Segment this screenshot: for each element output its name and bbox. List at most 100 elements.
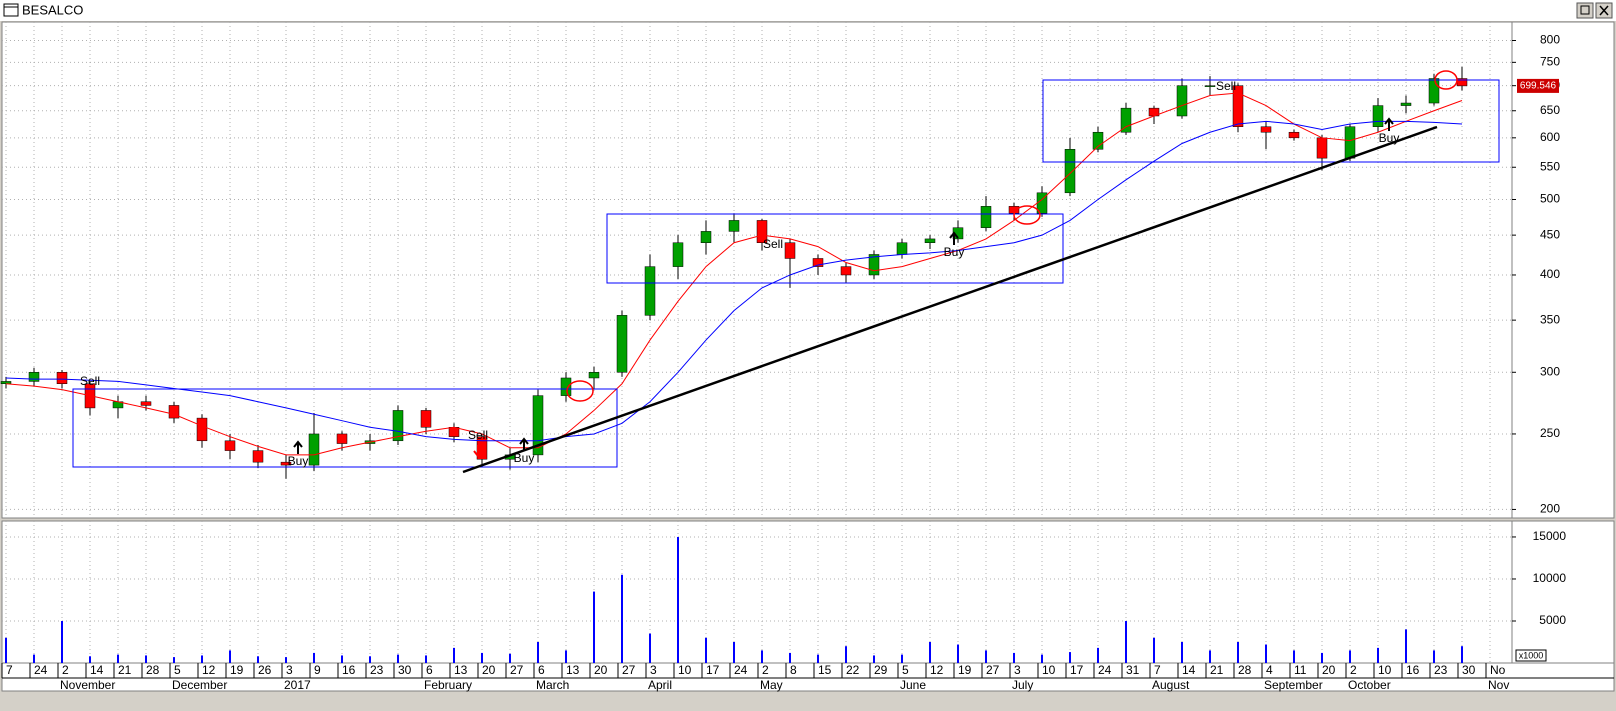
candle-body	[868, 254, 880, 276]
x-tick-label: 12	[202, 663, 216, 677]
volume-bar	[1013, 652, 1015, 663]
month-label: September	[1264, 678, 1323, 692]
volume-bar	[1433, 650, 1435, 663]
volume-bar	[537, 641, 539, 663]
candle-body	[336, 433, 348, 444]
volume-bar	[845, 646, 847, 663]
volume-bar	[565, 650, 567, 663]
maximize-button[interactable]	[1576, 2, 1594, 19]
candle-body	[588, 372, 600, 379]
x-tick-label: 10	[678, 663, 692, 677]
candle-body	[924, 238, 936, 243]
candle-body	[840, 266, 852, 276]
x-tick-label: 12	[930, 663, 944, 677]
volume-bar	[817, 654, 819, 663]
month-label: March	[536, 678, 569, 692]
buy-arrow	[519, 437, 529, 451]
signal-label: Buy	[1379, 131, 1400, 145]
x-tick-label: 8	[790, 663, 797, 677]
drawings: Sell Buy Sell Buy Sell Buy Sell Buy	[72, 70, 1500, 474]
x-tick-label: 14	[90, 663, 104, 677]
x-tick-label: 7	[6, 663, 13, 677]
x-tick-label: 28	[1238, 663, 1252, 677]
candle-body	[1176, 85, 1188, 117]
x-tick-label: 5	[174, 663, 181, 677]
x-tick-label: 21	[118, 663, 132, 677]
x-tick-label: 16	[342, 663, 356, 677]
x-tick-label: 24	[1098, 663, 1112, 677]
x-tick-label: 6	[426, 663, 433, 677]
x-tick-label: 2	[1350, 663, 1357, 677]
volume-bar	[33, 654, 35, 663]
candle-body	[56, 372, 68, 385]
volume-bar	[1349, 650, 1351, 663]
month-label: July	[1012, 678, 1033, 692]
y-tick-label: 250	[1540, 426, 1560, 440]
x-tick-label: 2	[762, 663, 769, 677]
y-tick-label: 450	[1540, 227, 1560, 241]
x-tick-label: 11	[1294, 663, 1307, 677]
volume-bar	[789, 652, 791, 663]
volume-bar	[1041, 654, 1043, 663]
unit-box	[1515, 649, 1547, 662]
candle-body	[700, 231, 712, 243]
volume-bar	[901, 654, 903, 663]
candle-body	[896, 242, 908, 255]
x-tick-label: 17	[706, 663, 720, 677]
range-box	[606, 213, 1064, 284]
candle-body	[1372, 105, 1384, 127]
x-tick-label: 27	[622, 663, 636, 677]
candle-body	[196, 417, 208, 442]
x-tick-label: 19	[230, 663, 244, 677]
month-label: February	[424, 678, 472, 692]
buy-arrow	[949, 231, 959, 245]
maximize-icon	[1580, 5, 1590, 15]
candle-body	[1400, 102, 1412, 106]
x-tick-label: 20	[1322, 663, 1336, 677]
month-label: November	[60, 678, 115, 692]
x-tick-label: No	[1490, 663, 1506, 677]
volume-bar	[761, 650, 763, 663]
y-tick-label: 400	[1540, 267, 1560, 281]
volume-bar	[929, 641, 931, 663]
candle-body	[280, 461, 292, 466]
x-tick-label: 7	[1154, 663, 1161, 677]
title-bar	[0, 0, 1616, 21]
moving-average	[5, 92, 1463, 456]
range-box	[1042, 79, 1500, 163]
x-tick-label: 5	[902, 663, 909, 677]
x-tick-label: 24	[34, 663, 48, 677]
x-tick-label: 28	[146, 663, 160, 677]
signal-label: Buy	[288, 454, 309, 468]
candle-body	[1064, 149, 1076, 194]
signal-label: Sell	[1216, 79, 1236, 93]
signal-label: Buy	[944, 245, 965, 259]
volume-bar	[593, 591, 595, 663]
candle-body	[784, 242, 796, 259]
candle-body	[308, 433, 320, 466]
window-icon	[3, 3, 19, 17]
volume-bar	[733, 641, 735, 663]
y-tick-label: 350	[1540, 312, 1560, 326]
marks: 699.546	[0, 66, 1559, 663]
buy-arrow	[1384, 117, 1394, 131]
signal-label: Buy	[514, 451, 535, 465]
highlight-circle	[1013, 205, 1041, 225]
candle-body	[420, 410, 432, 428]
volume-bar	[985, 650, 987, 663]
volume-bar	[425, 655, 427, 663]
volume-bar	[229, 650, 231, 663]
candle-body	[1428, 78, 1440, 104]
volume-bar	[89, 656, 91, 663]
range-box	[72, 388, 618, 468]
x-tick-label: 24	[734, 663, 748, 677]
x-tick-label: 13	[454, 663, 468, 677]
x-tick-label: 2	[62, 663, 69, 677]
candle-body	[448, 427, 460, 437]
x-tick-label: 10	[1378, 663, 1392, 677]
volume-bar	[957, 644, 959, 663]
volume-bar	[1125, 620, 1127, 663]
volume-pane	[1, 520, 1513, 664]
volume-bar	[1377, 647, 1379, 663]
volume-bar	[369, 656, 371, 663]
